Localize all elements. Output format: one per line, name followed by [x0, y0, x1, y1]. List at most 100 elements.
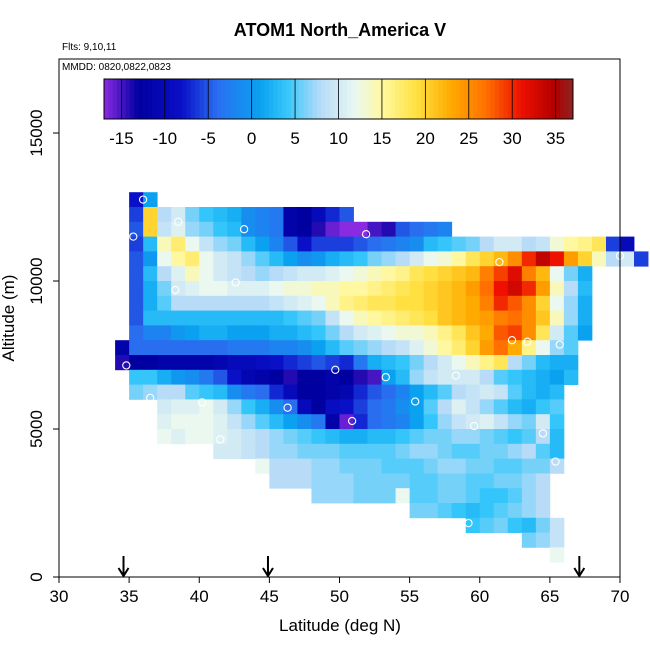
heatmap-cell — [395, 281, 411, 297]
heatmap-cell — [563, 310, 579, 326]
heatmap-cell — [325, 340, 340, 356]
colorbar-segment — [390, 79, 396, 119]
profile-marker — [216, 435, 225, 444]
heatmap-cell — [395, 429, 411, 445]
colorbar-segment — [386, 79, 392, 119]
colorbar-segment — [273, 79, 279, 119]
heatmap-cell — [157, 384, 172, 400]
heatmap-cell — [241, 266, 256, 282]
heatmap-cell — [297, 458, 312, 474]
colorbar-segment — [121, 79, 127, 119]
heatmap-cell — [129, 355, 144, 371]
heatmap-cell — [129, 281, 144, 297]
heatmap-cell — [465, 488, 481, 504]
colorbar-tick-label: -5 — [201, 129, 216, 148]
heatmap-cell — [409, 384, 425, 400]
colorbar-segment — [468, 79, 474, 119]
heatmap-cell — [521, 458, 537, 474]
colorbar-tick-label: 30 — [503, 129, 522, 148]
heatmap-cell — [325, 266, 340, 282]
heatmap-cell — [423, 325, 439, 341]
heatmap-cell — [465, 384, 481, 400]
heatmap-cell — [227, 207, 242, 223]
heatmap-cell — [311, 325, 326, 341]
heatmap-cell — [395, 488, 411, 504]
profile-marker — [231, 278, 240, 287]
heatmap-cell — [479, 443, 495, 459]
heatmap-cell — [311, 236, 326, 252]
heatmap-cell — [283, 458, 298, 474]
heatmap-cell — [563, 369, 579, 385]
heatmap-cell — [507, 295, 523, 311]
heatmap-cell — [185, 399, 200, 415]
colorbar-segment — [564, 79, 570, 119]
heatmap-cell — [339, 207, 354, 223]
colorbar-segment — [104, 79, 109, 119]
heatmap-cell — [423, 384, 439, 400]
heatmap-cell — [297, 384, 312, 400]
heatmap-cell — [507, 517, 523, 533]
colorbar-tick-label: 5 — [290, 129, 299, 148]
heatmap-cell — [143, 207, 158, 223]
heatmap-cell — [269, 266, 284, 282]
heatmap-cell — [255, 355, 270, 371]
heatmap-cell — [353, 473, 368, 489]
takeoff-arrow-head — [262, 567, 274, 578]
heatmap-cell — [143, 340, 158, 356]
heatmap-cell — [311, 443, 326, 459]
heatmap-cell — [199, 414, 214, 430]
heatmap-cell — [269, 236, 284, 252]
heatmap-cell — [381, 369, 396, 385]
heatmap-cell — [213, 355, 228, 371]
flights-label: Flts: 9,10,11 — [62, 42, 117, 53]
heatmap-cell — [549, 384, 565, 400]
heatmap-cell — [437, 355, 453, 371]
heatmap-cell — [129, 207, 144, 223]
y-tick-label: 0 — [27, 572, 46, 581]
heatmap-cell — [409, 325, 425, 341]
takeoff-arrow-head — [573, 567, 586, 578]
heatmap-cell — [437, 443, 453, 459]
profile-marker — [197, 398, 207, 407]
x-tick-label: 65 — [540, 587, 559, 606]
colorbar-segment — [494, 79, 500, 119]
profile-marker — [361, 230, 371, 239]
colorbar-segment — [559, 79, 565, 119]
heatmap-cell — [283, 414, 298, 430]
heatmap-cell — [353, 399, 368, 415]
heatmap-cell — [297, 340, 312, 356]
heatmap-cell — [157, 355, 172, 371]
heatmap-cell — [493, 399, 509, 415]
colorbar-segment — [542, 79, 548, 119]
heatmap-cell — [479, 369, 495, 385]
profile-marker — [538, 429, 548, 438]
heatmap-cell — [255, 458, 270, 474]
heatmap-cell — [185, 251, 200, 267]
heatmap-cell — [353, 443, 368, 459]
heatmap-cell — [409, 221, 425, 237]
heatmap-cell — [227, 399, 242, 415]
heatmap-cell — [493, 325, 509, 341]
profile-marker — [283, 403, 292, 412]
heatmap-cell — [143, 221, 158, 237]
heatmap-cell — [325, 295, 340, 311]
heatmap-cell — [157, 310, 172, 326]
heatmap-cell — [381, 355, 396, 371]
heatmap-cell — [549, 458, 565, 474]
heatmap-cell — [409, 429, 425, 445]
heatmap-cell — [255, 443, 270, 459]
heatmap-cell — [297, 310, 312, 326]
profile-marker — [464, 518, 473, 528]
heatmap-cell — [395, 384, 411, 400]
heatmap-cell — [395, 473, 411, 489]
colorbar-segment — [421, 79, 426, 119]
heatmap-cell — [339, 429, 354, 445]
colorbar-segment — [186, 79, 192, 119]
heatmap-cell — [367, 369, 382, 385]
y-tick-label: 10000 — [27, 257, 46, 304]
heatmap-cell — [241, 221, 256, 237]
heatmap-cell — [199, 310, 214, 326]
heatmap-cell — [437, 369, 453, 385]
heatmap-cell — [549, 532, 565, 548]
heatmap-cell — [521, 429, 537, 445]
